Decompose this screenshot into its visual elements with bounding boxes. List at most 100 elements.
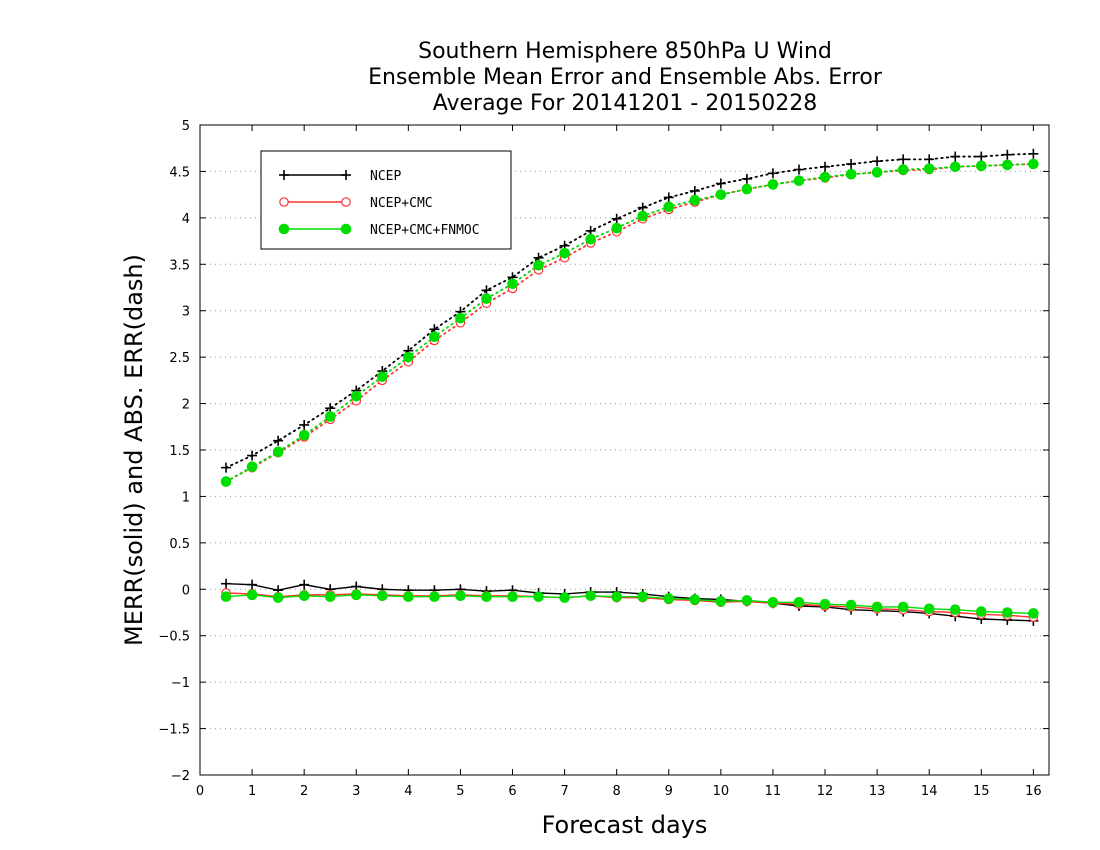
abs-err-point — [741, 183, 753, 195]
abs-err-point — [923, 163, 935, 174]
abs-err-point — [793, 175, 805, 187]
abs-err-point — [950, 151, 961, 162]
x-axis-ticks: 0 1 2 3 4 5 6 7 8 9 10 11 12 13 14 15 16 — [196, 125, 1042, 799]
abs-err-point — [272, 446, 284, 458]
abs-err-point — [350, 390, 362, 402]
abs-err-point — [845, 168, 857, 180]
y-tick-label: 2 — [182, 398, 190, 413]
abs-err-point — [715, 189, 727, 200]
abs-err-point — [663, 201, 675, 213]
abs-err-point — [1002, 159, 1013, 171]
mean-err-point — [272, 592, 284, 603]
x-tick-label: 15 — [973, 784, 990, 799]
abs-err-point — [247, 450, 258, 461]
x-axis-label: Forecast days — [542, 811, 708, 839]
y-tick-label: −0.5 — [158, 630, 190, 645]
mean-err-point — [429, 591, 440, 603]
legend-label: NCEP — [370, 169, 401, 184]
x-tick-label: 13 — [869, 784, 886, 799]
abs-err-point — [872, 156, 883, 167]
series-layer — [220, 148, 1039, 626]
abs-err-point — [221, 462, 232, 473]
mean-err-point — [871, 601, 883, 613]
mean-err-point — [350, 589, 362, 601]
abs-err-point — [820, 161, 831, 172]
mean-err-point — [923, 603, 935, 615]
mean-err-point — [767, 596, 779, 608]
abs-err-point — [246, 461, 258, 473]
series-ncep-cmc-fnmoc — [220, 158, 1039, 619]
abs-err-point — [220, 476, 232, 487]
abs-err-point — [273, 435, 284, 446]
mean-err-point — [663, 593, 675, 604]
abs-err-point — [715, 178, 726, 189]
y-tick-label: 4.5 — [169, 165, 190, 180]
abs-err-point — [1028, 158, 1039, 170]
legend-marker — [279, 170, 289, 180]
abs-err-point — [533, 259, 544, 271]
mean-err-point — [221, 578, 232, 589]
y-tick-label: 5 — [182, 119, 190, 134]
abs-err-point — [949, 161, 961, 173]
y-tick-label: −1.5 — [158, 723, 190, 738]
abs-err-point — [585, 233, 596, 245]
y-axis-label: MERR(solid) and ABS. ERR(dash) — [120, 254, 148, 646]
mean-err-point — [533, 591, 544, 603]
mean-err-point — [793, 596, 805, 608]
abs-err-point — [481, 293, 492, 304]
legend-marker — [340, 223, 352, 235]
mean-err-point — [507, 591, 518, 603]
y-tick-label: 0.5 — [169, 537, 190, 552]
mean-err-point — [741, 595, 753, 606]
abs-err-point — [1002, 149, 1013, 160]
mean-err-point — [637, 591, 649, 603]
mean-err-point — [220, 591, 232, 603]
mean-err-point — [819, 598, 831, 610]
mean-err-point — [299, 579, 310, 590]
mean-err-point — [585, 590, 596, 602]
abs-err-point — [299, 419, 310, 430]
mean-err-point — [715, 596, 727, 607]
x-tick-label: 5 — [456, 784, 464, 799]
abs-err-point — [429, 331, 440, 343]
mean-err-point — [611, 591, 622, 603]
mean-err-point — [247, 579, 258, 590]
mean-err-point — [298, 590, 310, 602]
mean-err-point — [559, 592, 570, 603]
y-tick-label: 3.5 — [169, 258, 190, 273]
x-tick-label: 3 — [352, 784, 360, 799]
y-tick-label: 2.5 — [169, 351, 190, 366]
mean-err-point — [377, 590, 388, 602]
y-tick-label: 1 — [182, 490, 190, 505]
abs-err-point — [871, 167, 883, 178]
abs-err-point — [559, 247, 570, 259]
legend-item: NCEP — [279, 169, 401, 184]
abs-err-point — [377, 371, 388, 382]
abs-err-point — [611, 213, 622, 224]
x-tick-label: 7 — [560, 784, 568, 799]
abs-err-point — [507, 278, 518, 290]
x-tick-label: 1 — [248, 784, 256, 799]
title-line: Average For 20141201 - 20150228 — [433, 91, 818, 116]
abs-err-point — [455, 312, 466, 324]
mean-err-point — [481, 591, 492, 603]
mean-err-point — [246, 589, 258, 601]
x-tick-label: 4 — [404, 784, 412, 799]
x-tick-label: 11 — [765, 784, 782, 799]
x-tick-label: 2 — [300, 784, 308, 799]
mean-err-point — [455, 590, 466, 602]
abs-err-point — [637, 210, 649, 222]
abs-err-point — [663, 192, 674, 203]
abs-err-point — [324, 411, 336, 422]
legend-marker — [279, 197, 289, 207]
y-axis-ticks: −2 −1.5 −1 −0.5 0 0.5 1 1.5 2 2.5 3 3.5 4 4.5 5 — [158, 119, 1049, 784]
y-tick-label: 1.5 — [169, 444, 190, 459]
y-tick-label: −2 — [171, 769, 190, 784]
mean-err-point — [1002, 607, 1013, 618]
legend-label: NCEP+CMC+FNMOC — [370, 223, 480, 238]
abs-err-point — [298, 429, 310, 441]
mean-err-point — [1028, 608, 1039, 619]
x-tick-label: 8 — [613, 784, 621, 799]
mean-err-point — [897, 601, 909, 613]
abs-err-point — [897, 164, 909, 175]
